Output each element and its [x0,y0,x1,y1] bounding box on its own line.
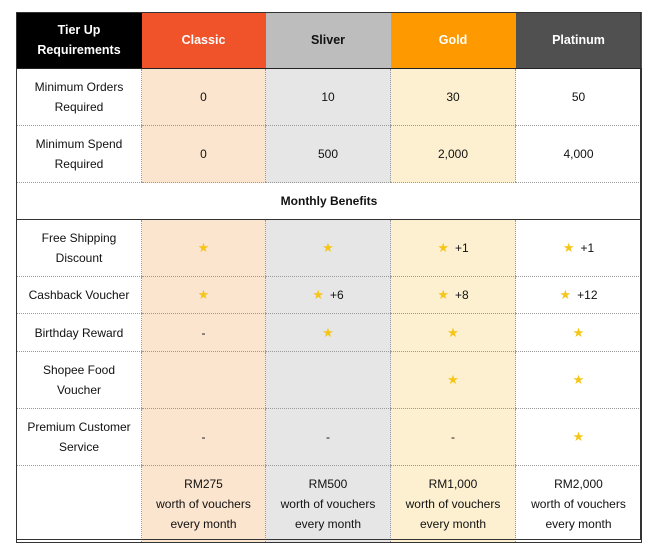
table-row: Premium Customer Service - - - ★ [16,408,642,466]
benefit-extra: +1 [580,241,595,256]
cell-benefit: ★ +6 [265,276,391,314]
cell-benefit: ★ [390,313,516,352]
voucher-cell: RM1,000 worth of vouchers every month [390,465,516,543]
voucher-line: every month [170,517,237,531]
cell-value: 10 [265,68,391,126]
row-label-birthday: Birthday Reward [16,313,142,352]
cell-dash: - [265,408,391,466]
row-label-food: Shopee Food Voucher [16,351,142,409]
star-icon: ★ [437,240,449,256]
star-icon: ★ [322,324,334,340]
voucher-line: every month [545,517,612,531]
voucher-line: every month [294,517,362,531]
cell-benefit: ★ +12 [515,276,642,314]
row-label-empty [16,465,142,543]
cell-benefit: ★ [515,408,642,466]
voucher-line: worth of vouchers [531,497,626,511]
section-row: Monthly Benefits [16,182,642,220]
voucher-line: every month [419,517,487,531]
cell-value: 50 [515,68,642,126]
cell-benefit: ★ [515,313,642,352]
table-row: Birthday Reward - ★ ★ ★ [16,313,642,352]
star-icon: ★ [572,372,585,388]
voucher-line: worth of vouchers [405,497,501,511]
benefit-extra: +12 [577,288,598,303]
voucher-cell: RM275 worth of vouchers every month [141,465,266,543]
star-icon: ★ [559,287,572,303]
table-row: Minimum Orders Required 0 10 30 50 [16,68,642,126]
cell-benefit: ★ [141,219,266,277]
tier-header-gold: Gold [390,12,516,69]
cell-dash: - [141,408,266,466]
benefit-extra: +8 [454,288,469,303]
cell-benefit: ★ +1 [390,219,516,277]
table-row: Minimum Spend Required 0 500 2,000 4,000 [16,125,642,183]
cell-value: 500 [265,125,391,183]
cell-benefit: ★ [515,351,642,409]
cell-value: 2,000 [390,125,516,183]
benefit-extra: +1 [454,241,469,256]
cell-benefit: ★ +1 [515,219,642,277]
voucher-amount: RM1,000 [428,477,478,491]
benefit-extra: +6 [329,288,344,303]
star-icon: ★ [322,240,334,256]
cell-value: 30 [390,68,516,126]
tier-header-row: Tier Up Requirements Classic Sliver Gold… [16,12,642,69]
star-icon: ★ [447,324,459,340]
star-icon: ★ [562,240,575,256]
cell-value: 0 [141,125,266,183]
table-row: Free Shipping Discount ★ ★ ★ +1 ★ +1 [16,219,642,277]
cell-dash: - [141,313,266,352]
row-label-cashback: Cashback Voucher [16,276,142,314]
row-label-premium: Premium Customer Service [16,408,142,466]
cell-dash: - [390,408,516,466]
voucher-cell: RM500 worth of vouchers every month [265,465,391,543]
star-icon: ★ [197,240,210,256]
cell-empty [265,351,391,409]
voucher-amount: RM500 [308,477,348,491]
star-icon: ★ [197,287,210,303]
row-label-min-spend: Minimum Spend Required [16,125,142,183]
cell-value: 0 [141,68,266,126]
voucher-line: worth of vouchers [280,497,376,511]
table-row: Cashback Voucher ★ ★ +6 ★ +8 ★ +12 [16,276,642,314]
tier-header-platinum: Platinum [515,12,642,69]
voucher-line: worth of vouchers [156,497,251,511]
table-row: RM275 worth of vouchers every month RM50… [16,465,642,543]
cell-benefit: ★ [265,219,391,277]
table-row: Shopee Food Voucher ★ ★ [16,351,642,409]
star-icon: ★ [437,287,449,303]
row-label-min-orders: Minimum Orders Required [16,68,142,126]
voucher-amount: RM275 [184,477,223,491]
cell-benefit: ★ [265,313,391,352]
voucher-amount: RM2,000 [554,477,603,491]
section-title: Monthly Benefits [16,182,642,220]
tier-table: Tier Up Requirements Classic Sliver Gold… [16,12,642,543]
tier-header-silver: Sliver [265,12,391,69]
cell-benefit: ★ [141,276,266,314]
star-icon: ★ [572,429,585,445]
cell-empty [141,351,266,409]
star-icon: ★ [572,324,585,340]
voucher-cell: RM2,000 worth of vouchers every month [515,465,642,543]
cell-benefit: ★ [390,351,516,409]
tier-header-classic: Classic [141,12,266,69]
star-icon: ★ [312,287,324,303]
row-label-free-shipping: Free Shipping Discount [16,219,142,277]
cell-value: 4,000 [515,125,642,183]
requirements-header: Tier Up Requirements [16,12,142,69]
star-icon: ★ [447,372,459,388]
cell-benefit: ★ +8 [390,276,516,314]
